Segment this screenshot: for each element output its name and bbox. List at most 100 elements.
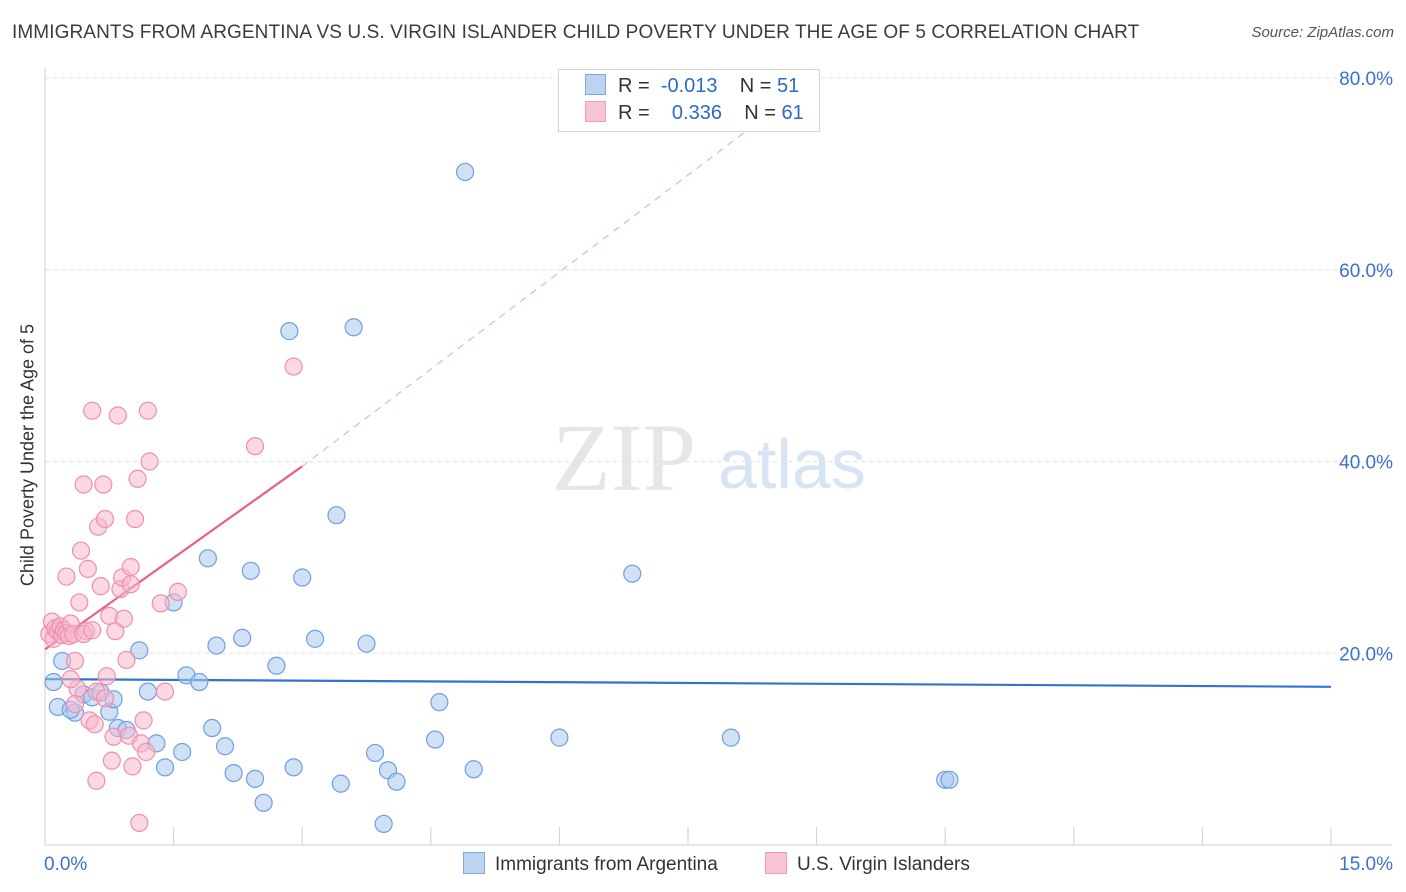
virgin-islander-point xyxy=(83,621,102,640)
virgin-islander-point xyxy=(61,670,80,689)
argentina-point xyxy=(224,763,243,783)
legend-swatch-blue xyxy=(585,74,606,95)
virgin-islander-point xyxy=(245,437,265,456)
y-tick-label: 20.0% xyxy=(1339,644,1393,665)
x-tick-label: 15.0% xyxy=(1339,854,1393,875)
virgin-islander-point xyxy=(83,401,102,420)
argentina-point xyxy=(623,564,642,583)
legend-n-value: 61 xyxy=(781,102,804,124)
argentina-point xyxy=(374,814,393,834)
virgin-islander-point xyxy=(117,650,136,670)
y-axis-label: Child Poverty Under the Age of 5 xyxy=(17,323,38,587)
argentina-point xyxy=(203,718,222,738)
virgin-islander-point xyxy=(65,651,85,671)
argentina-point xyxy=(305,629,325,648)
chart-title: IMMIGRANTS FROM ARGENTINA VS U.S. VIRGIN… xyxy=(12,22,1140,43)
argentina-point xyxy=(198,549,217,568)
virgin-islander-point xyxy=(70,593,89,612)
argentina-point xyxy=(721,728,740,747)
argentina-point xyxy=(173,742,192,762)
argentina-point xyxy=(284,758,303,777)
virgin-islander-point xyxy=(57,567,76,586)
argentina-point xyxy=(455,162,475,182)
virgin-islander-point xyxy=(123,757,142,776)
y-tick-label: 60.0% xyxy=(1339,261,1393,282)
argentina-point xyxy=(233,628,252,648)
bottom-legend-label: U.S. Virgin Islanders xyxy=(797,854,970,875)
argentina-point xyxy=(940,770,959,789)
legend-n-label: N = xyxy=(744,102,776,124)
legend-row-argentina: R = -0.013 N = 51 xyxy=(585,74,799,98)
chart-source: Source: ZipAtlas.com xyxy=(1251,24,1394,41)
argentina-point xyxy=(293,568,312,587)
legend-r-label: R = xyxy=(618,102,650,124)
x-tick-label: 0.0% xyxy=(44,854,87,875)
virgin-islander-point xyxy=(151,594,170,613)
argentina-point xyxy=(44,672,63,692)
argentina-point xyxy=(357,634,376,653)
virgin-islander-point xyxy=(102,751,121,770)
virgin-islander-point xyxy=(114,609,133,628)
virgin-islander-point xyxy=(65,694,85,714)
correlation-legend: R = -0.013 N = 51 R = 0.336 N = 61 xyxy=(558,69,820,132)
virgin-islander-point xyxy=(95,689,115,708)
virgin-islander-point xyxy=(137,742,156,762)
argentina-point xyxy=(387,772,406,791)
bottom-legend-swatch-pink xyxy=(765,852,787,874)
legend-r-value: 0.336 xyxy=(671,102,722,124)
y-tick-label: 80.0% xyxy=(1339,69,1393,90)
virgin-islander-point xyxy=(97,667,116,686)
virgin-islander-point xyxy=(128,469,147,488)
virgin-islander-trend-line xyxy=(44,465,303,651)
watermark: ZIP atlas xyxy=(552,404,866,511)
virgin-islander-point xyxy=(284,357,303,376)
virgin-islander-point xyxy=(155,682,175,701)
virgin-islander-point xyxy=(95,509,115,529)
argentina-point xyxy=(207,636,226,655)
virgin-islander-point xyxy=(125,509,145,529)
virgin-islander-point xyxy=(78,559,97,578)
argentina-point xyxy=(254,793,273,812)
argentina-point xyxy=(344,318,363,337)
bottom-legend-virgin-islanders: U.S. Virgin Islanders xyxy=(765,852,970,876)
watermark-zip: ZIP xyxy=(552,404,696,511)
virgin-islander-point xyxy=(71,541,91,560)
argentina-point xyxy=(425,730,445,749)
virgin-islander-point xyxy=(140,452,159,471)
virgin-islander-trend-extension xyxy=(301,77,817,467)
virgin-islander-point xyxy=(134,711,153,730)
virgin-islander-point xyxy=(108,406,127,425)
argentina-point xyxy=(327,506,346,525)
argentina-point xyxy=(190,672,209,692)
legend-swatch-pink xyxy=(585,101,606,122)
argentina-point xyxy=(430,693,449,712)
virgin-islander-point xyxy=(104,727,123,746)
virgin-islander-point xyxy=(87,771,106,790)
legend-n-value: 51 xyxy=(777,75,800,97)
virgin-islander-point xyxy=(121,575,140,594)
argentina-point xyxy=(267,656,286,675)
argentina-point xyxy=(331,774,350,793)
legend-n-label: N = xyxy=(739,75,772,97)
virgin-islander-point xyxy=(138,401,157,420)
virgin-islander-point xyxy=(74,475,93,494)
bottom-legend-argentina: Immigrants from Argentina xyxy=(463,852,718,876)
virgin-islander-point xyxy=(106,622,125,641)
argentina-point xyxy=(365,743,385,763)
virgin-islander-point xyxy=(168,582,187,601)
bottom-legend-swatch-blue xyxy=(463,852,485,874)
argentina-point xyxy=(280,322,299,341)
watermark-atlas: atlas xyxy=(718,425,866,503)
argentina-point xyxy=(130,641,149,660)
virgin-islander-point xyxy=(130,813,149,833)
y-tick-label: 40.0% xyxy=(1339,453,1393,474)
argentina-point xyxy=(241,561,260,580)
bottom-legend-label: Immigrants from Argentina xyxy=(495,854,718,875)
argentina-point xyxy=(245,769,265,788)
argentina-point xyxy=(550,728,569,747)
virgin-islander-point xyxy=(85,715,104,734)
virgin-islander-point xyxy=(91,577,110,596)
argentina-trend-line xyxy=(44,678,1332,688)
argentina-point xyxy=(138,682,157,701)
